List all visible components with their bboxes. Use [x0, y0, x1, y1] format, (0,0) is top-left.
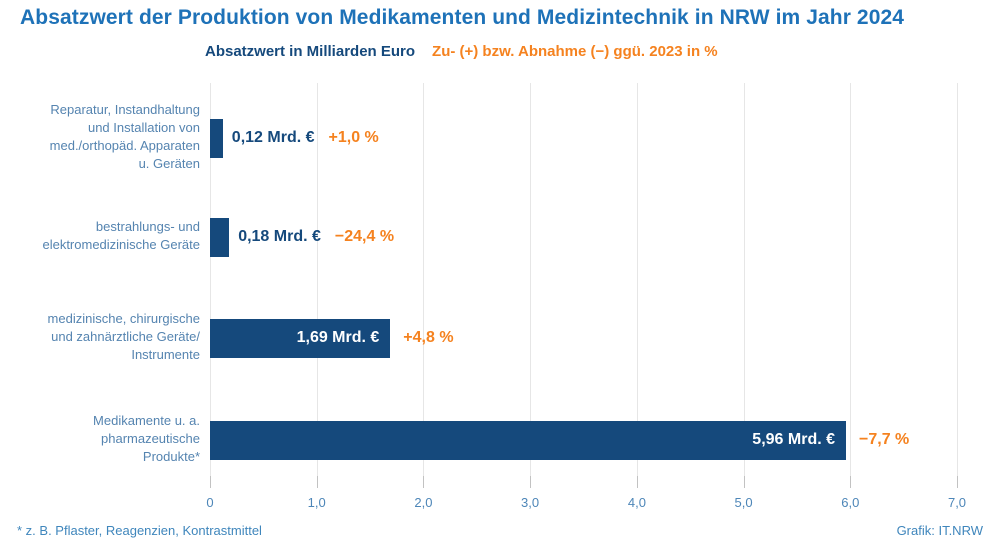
- category-line: Produkte*: [142, 449, 200, 464]
- gridline: [957, 83, 958, 476]
- category-line: medizinische, chirurgische: [47, 311, 200, 326]
- bar: 1,69 Mrd. €: [210, 318, 391, 358]
- category-label: Medikamente u. a. pharmazeutische Produkte…: [0, 412, 200, 466]
- bar-row: 0,12 Mrd. € +1,0 %: [210, 118, 379, 158]
- x-tick-label: 0: [206, 495, 214, 510]
- x-tick-label: 5,0: [734, 495, 753, 510]
- category-label: Reparatur, Instandhaltung und Installatio…: [0, 101, 200, 173]
- category-line: bestrahlungs- und: [95, 219, 200, 234]
- category-line: Medikamente u. a.: [93, 413, 200, 428]
- x-tick-label: 6,0: [841, 495, 860, 510]
- chart-title: Absatzwert der Produktion von Medikament…: [20, 6, 905, 29]
- tick-mark: [316, 476, 318, 488]
- bar-row: 0,18 Mrd. € −24,4 %: [210, 217, 395, 257]
- bar-row: 5,96 Mrd. € −7,7 %: [210, 420, 910, 460]
- gridline: [743, 83, 745, 476]
- category-line: u. Geräten: [138, 156, 200, 171]
- legend: Absatzwert in Milliarden Euro Zu- (+) bzw…: [205, 43, 718, 60]
- category-label: bestrahlungs- und elektromedizinische Ger…: [0, 218, 200, 254]
- credit: Grafik: IT.NRW: [896, 523, 983, 538]
- gridline: [850, 83, 852, 476]
- tick-mark: [743, 476, 745, 488]
- legend-absatzwert-label: Absatzwert in Milliarden Euro: [205, 43, 416, 60]
- value-label: 0,18 Mrd. €: [238, 228, 321, 245]
- gridline: [210, 83, 211, 476]
- x-tick-label: 2,0: [414, 495, 433, 510]
- category-line: Reparatur, Instandhaltung: [50, 102, 200, 117]
- bar-row: 1,69 Mrd. € +4,8 %: [210, 318, 454, 358]
- bar: 5,96 Mrd. €: [210, 420, 846, 460]
- footnote: * z. B. Pflaster, Reagenzien, Kontrastmi…: [17, 523, 262, 538]
- gridline: [530, 83, 532, 476]
- x-tick-label: 7,0: [947, 495, 967, 510]
- tick-mark: [957, 476, 958, 488]
- category-line: elektromedizinische Geräte: [42, 237, 200, 252]
- category-line: Instrumente: [131, 347, 200, 362]
- x-tick-label: 3,0: [521, 495, 540, 510]
- gridline: [636, 83, 638, 476]
- tick-mark: [423, 476, 425, 488]
- category-line: pharmazeutische: [101, 431, 200, 446]
- category-line: med./orthopäd. Apparaten: [49, 138, 200, 153]
- value-label: 0,12 Mrd. €: [231, 129, 315, 146]
- change-label: +4,8 %: [403, 329, 454, 346]
- bar: [210, 217, 230, 257]
- tick-mark: [210, 476, 211, 488]
- tick-mark: [636, 476, 638, 488]
- x-tick-label: 4,0: [627, 495, 646, 510]
- category-label: medizinische, chirurgische und zahnärztli…: [0, 310, 200, 364]
- change-label: −24,4 %: [334, 228, 395, 245]
- change-label: −7,7 %: [859, 431, 910, 448]
- legend-change-label: Zu- (+) bzw. Abnahme (−) ggü. 2023 in %: [432, 43, 718, 60]
- value-label: 1,69 Mrd. €: [296, 329, 380, 346]
- bar: [210, 118, 223, 158]
- x-tick-label: 1,0: [307, 495, 326, 510]
- change-label: +1,0 %: [328, 129, 379, 146]
- category-line: und Installation von: [87, 120, 200, 135]
- gridline: [316, 83, 318, 476]
- value-label: 5,96 Mrd. €: [752, 431, 835, 448]
- tick-mark: [850, 476, 852, 488]
- category-line: und zahnärztliche Geräte/: [51, 329, 200, 344]
- tick-mark: [530, 476, 532, 488]
- gridline: [423, 83, 425, 476]
